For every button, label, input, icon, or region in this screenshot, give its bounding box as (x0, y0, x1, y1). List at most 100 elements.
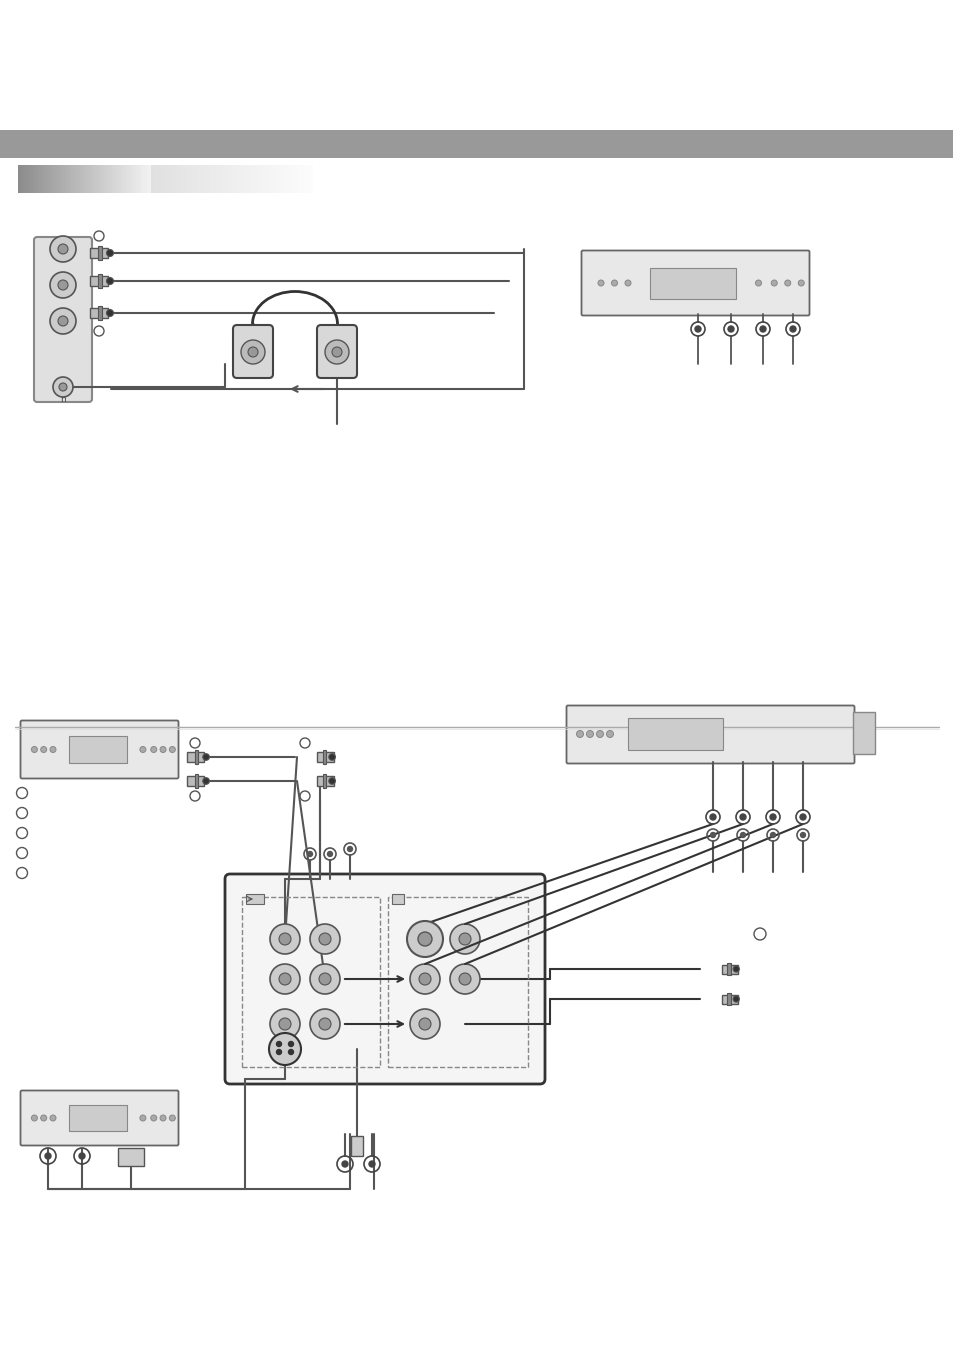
Bar (121, 165, 124, 193)
Circle shape (450, 924, 479, 954)
Circle shape (800, 813, 805, 820)
Bar (263, 165, 266, 193)
Circle shape (417, 932, 432, 946)
Circle shape (329, 754, 335, 761)
Circle shape (740, 813, 745, 820)
Bar (89, 165, 91, 193)
FancyBboxPatch shape (581, 251, 809, 316)
Bar (62, 165, 65, 193)
Circle shape (418, 973, 431, 985)
FancyBboxPatch shape (233, 325, 273, 378)
Text: n: n (60, 395, 66, 403)
Bar (351, 1136, 363, 1156)
Bar (304, 165, 307, 193)
Circle shape (276, 1050, 281, 1055)
Circle shape (248, 347, 257, 357)
Bar (197, 165, 201, 193)
Bar (71, 165, 74, 193)
Bar (201, 165, 204, 193)
Bar (80, 165, 83, 193)
Circle shape (586, 731, 593, 738)
Bar (139, 165, 142, 193)
Bar (74, 165, 77, 193)
Bar (204, 165, 207, 193)
Bar (286, 165, 289, 193)
Bar (98, 246, 102, 260)
Bar (187, 753, 204, 762)
Bar (322, 750, 326, 764)
Circle shape (341, 1161, 348, 1167)
Bar (132, 165, 136, 193)
Bar (90, 248, 108, 258)
Bar (316, 753, 334, 762)
Bar (136, 165, 139, 193)
Bar (124, 165, 127, 193)
Circle shape (41, 1116, 47, 1121)
Circle shape (31, 746, 37, 753)
Circle shape (151, 1116, 156, 1121)
Circle shape (160, 746, 166, 753)
Circle shape (798, 281, 803, 286)
Circle shape (140, 746, 146, 753)
Bar (726, 963, 730, 975)
Bar (627, 718, 722, 750)
Bar (151, 165, 153, 193)
Circle shape (58, 244, 68, 254)
Bar (118, 165, 121, 193)
Circle shape (369, 1161, 375, 1167)
Bar (277, 165, 280, 193)
Bar (239, 165, 242, 193)
Circle shape (410, 965, 439, 994)
Bar (165, 165, 169, 193)
Circle shape (318, 973, 331, 985)
Circle shape (270, 1009, 299, 1039)
Circle shape (727, 326, 733, 332)
Circle shape (79, 1153, 85, 1159)
Bar (112, 165, 115, 193)
Bar (162, 165, 166, 193)
Bar (35, 165, 39, 193)
Bar (310, 165, 313, 193)
FancyBboxPatch shape (225, 874, 544, 1085)
Circle shape (170, 1116, 175, 1121)
Bar (110, 165, 112, 193)
Circle shape (140, 1116, 146, 1121)
Bar (30, 165, 32, 193)
Circle shape (327, 851, 333, 857)
Circle shape (596, 731, 603, 738)
Circle shape (50, 308, 76, 335)
Circle shape (450, 965, 479, 994)
Circle shape (611, 281, 617, 286)
Circle shape (410, 1009, 439, 1039)
Circle shape (269, 1033, 301, 1064)
Bar (316, 776, 334, 785)
Bar (189, 165, 192, 193)
Circle shape (58, 316, 68, 326)
Circle shape (769, 813, 775, 820)
Bar (45, 165, 48, 193)
Bar (68, 165, 71, 193)
Circle shape (789, 326, 795, 332)
Bar (392, 894, 403, 904)
Bar (269, 165, 272, 193)
Circle shape (270, 965, 299, 994)
Bar (283, 165, 286, 193)
Bar (236, 165, 239, 193)
Bar (86, 165, 89, 193)
Bar (39, 165, 42, 193)
Bar (726, 993, 730, 1005)
Bar (174, 165, 177, 193)
Bar (59, 165, 62, 193)
Circle shape (59, 383, 67, 391)
Bar (242, 897, 379, 1067)
Circle shape (203, 777, 210, 784)
Bar (256, 165, 259, 193)
Circle shape (278, 1018, 291, 1031)
Bar (42, 165, 45, 193)
Circle shape (410, 924, 439, 954)
Circle shape (418, 1018, 431, 1031)
Circle shape (241, 340, 265, 364)
Bar (280, 165, 283, 193)
Circle shape (329, 777, 335, 784)
Bar (266, 165, 269, 193)
